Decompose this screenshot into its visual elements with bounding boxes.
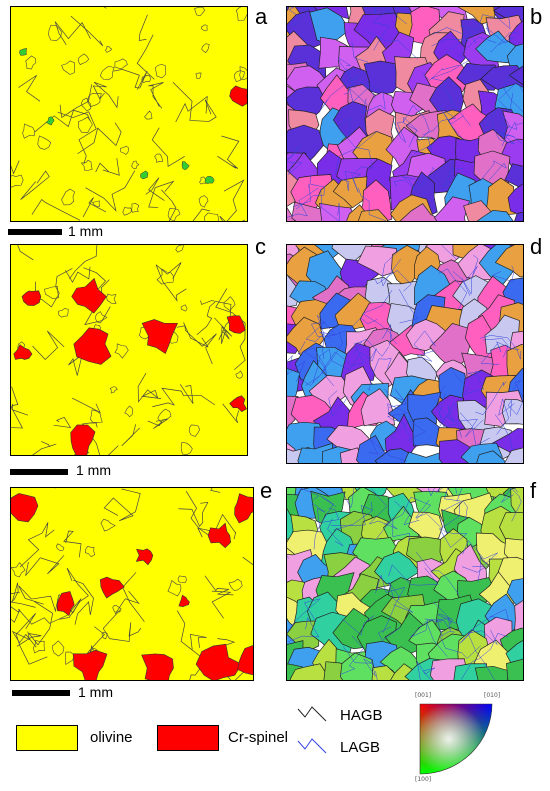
ipf-map-d-svg <box>287 245 523 463</box>
panel-label-d: d <box>530 234 543 259</box>
panel-a-phase-map <box>10 6 248 222</box>
ipf-key-001: [001] <box>415 692 432 699</box>
legend-olivine-label: olivine <box>90 729 133 746</box>
panel-label-b: b <box>530 4 543 29</box>
legend-lagb-line <box>297 738 327 754</box>
panel-c-phase-map <box>10 244 248 456</box>
phase-map-c-svg <box>11 245 247 455</box>
panel-label-c: c <box>255 234 266 259</box>
scale-label-a: 1 mm <box>68 223 103 239</box>
legend-lagb-label: LAGB <box>340 739 381 756</box>
ipf-map-b-svg <box>287 7 523 221</box>
ipf-key-100: [100] <box>415 776 432 783</box>
scale-bar-a <box>8 229 62 235</box>
phase-map-e-svg <box>11 488 253 680</box>
legend-spinel-label: Cr-spinel <box>228 729 289 746</box>
panel-label-e: e <box>260 478 273 503</box>
panel-d-ipf-map <box>286 244 524 464</box>
ipf-map-f-svg <box>287 488 523 680</box>
legend-hagb-line <box>297 706 327 722</box>
scale-label-e: 1 mm <box>78 684 113 700</box>
panel-label-a: a <box>255 4 268 29</box>
panel-b-ipf-map <box>286 6 524 222</box>
legend-olivine-swatch <box>16 725 78 751</box>
legend-hagb-label: HAGB <box>340 707 383 724</box>
panel-e-phase-map <box>10 487 254 681</box>
ipf-color-key <box>419 703 493 775</box>
legend-spinel-swatch <box>157 725 219 751</box>
ipf-key-010: [010] <box>484 692 501 699</box>
phase-map-a-svg <box>11 7 247 221</box>
scale-bar-e <box>12 690 70 696</box>
panel-f-ipf-map <box>286 487 524 681</box>
scale-label-c: 1 mm <box>76 462 111 478</box>
panel-label-f: f <box>530 478 537 503</box>
scale-bar-c <box>10 469 68 475</box>
